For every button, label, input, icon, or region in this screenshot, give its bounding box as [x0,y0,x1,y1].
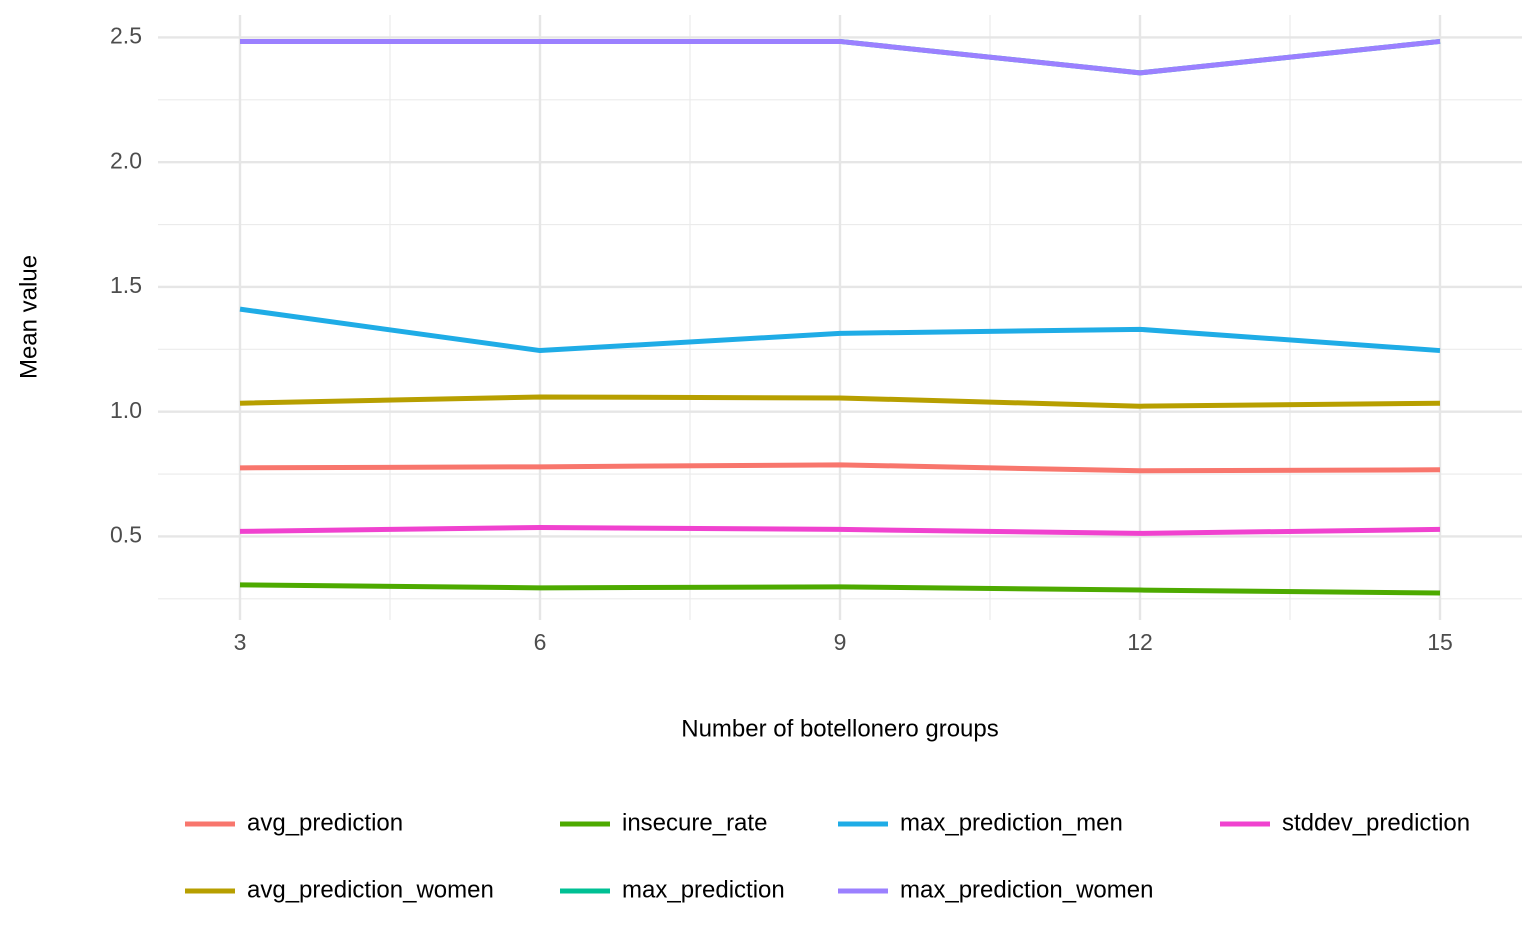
x-axis-title: Number of botellonero groups [681,715,999,742]
x-tick-label: 6 [534,629,547,655]
y-tick-label: 2.5 [110,23,142,49]
legend-label: stddev_prediction [1282,809,1470,836]
legend-label: max_prediction [622,876,785,903]
legend-label: max_prediction_women [900,876,1153,903]
series-line [239,394,1441,409]
legend-label: insecure_rate [622,809,767,836]
y-tick-label: 0.5 [110,522,142,548]
x-tick-label: 9 [834,629,847,655]
series-line [239,582,1441,596]
y-tick-label: 1.5 [110,272,142,298]
series-line [239,524,1441,536]
y-axis-title: Mean value [15,255,42,379]
x-tick-label: 12 [1127,629,1153,655]
legend-label: avg_prediction [247,809,403,836]
legend-label: avg_prediction_women [247,876,494,903]
x-tick-label: 3 [234,629,247,655]
x-tick-label: 15 [1427,629,1453,655]
y-tick-label: 1.0 [110,397,142,423]
series-line [239,462,1441,474]
y-tick-label: 2.0 [110,147,142,173]
legend-label: max_prediction_men [900,809,1123,836]
series-line [240,38,1441,76]
series-line [239,306,1441,354]
